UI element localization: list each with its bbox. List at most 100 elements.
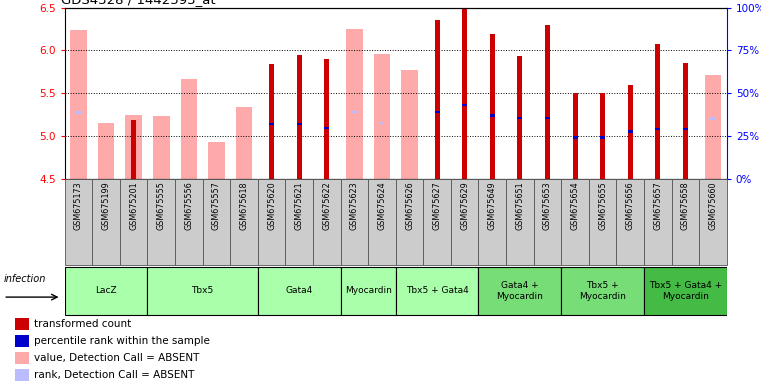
Bar [572,136,578,139]
Bar [705,75,721,179]
Bar [236,107,252,179]
Bar [506,179,533,265]
Bar [15,318,29,330]
Bar [258,267,341,315]
Text: Gata4: Gata4 [285,286,313,295]
Bar [341,179,368,265]
Bar [683,128,688,130]
Bar [655,45,661,179]
Bar [76,111,81,114]
Text: GSM675626: GSM675626 [405,181,414,230]
Bar [561,267,644,315]
Bar [269,122,274,125]
Text: GSM675173: GSM675173 [74,181,83,230]
Text: GSM675649: GSM675649 [488,181,497,230]
Bar [616,179,644,265]
Bar [313,179,340,265]
Bar [153,116,170,179]
Bar [435,20,440,179]
Bar [97,123,114,179]
Bar [380,122,384,124]
Bar [572,93,578,179]
Text: GSM675627: GSM675627 [432,181,441,230]
Bar [15,369,29,381]
Bar [148,179,175,265]
Bar [671,179,699,265]
Text: GSM675557: GSM675557 [212,181,221,230]
Bar [202,179,230,265]
Bar [120,179,148,265]
Bar [533,179,561,265]
Text: GSM675621: GSM675621 [295,181,304,230]
Bar [258,179,285,265]
Bar [600,136,605,139]
Bar [462,9,467,179]
Bar [628,84,632,179]
Bar [711,118,715,120]
Bar [297,122,301,125]
Bar [561,179,589,265]
Bar [683,63,688,179]
Bar [644,267,727,315]
Bar [65,267,148,315]
Bar [423,179,451,265]
Text: GSM675656: GSM675656 [626,181,635,230]
Text: Tbx5 + Gata4 +
Myocardin: Tbx5 + Gata4 + Myocardin [649,281,722,301]
Text: GSM675655: GSM675655 [598,181,607,230]
Text: Tbx5 +
Myocardin: Tbx5 + Myocardin [579,281,626,301]
Bar [401,70,418,179]
Bar [209,142,224,179]
Text: GSM675651: GSM675651 [515,181,524,230]
Text: GSM675654: GSM675654 [571,181,580,230]
Text: GSM675199: GSM675199 [101,181,110,230]
Bar [589,179,616,265]
Text: GSM675629: GSM675629 [460,181,470,230]
Bar [126,115,142,179]
Bar [65,179,92,265]
Bar [644,179,671,265]
Bar [490,34,495,179]
Bar [462,104,467,106]
Text: Tbx5 + Gata4: Tbx5 + Gata4 [406,286,469,295]
Text: infection: infection [3,275,46,285]
Bar [346,29,362,179]
Bar [655,128,661,130]
Bar [517,117,522,119]
Bar [297,55,301,179]
Bar [628,130,632,133]
Bar [396,179,423,265]
Text: transformed count: transformed count [34,319,132,329]
Bar [131,119,136,179]
Bar [92,179,120,265]
Bar [517,56,522,179]
Bar [269,64,274,179]
Bar [285,179,313,265]
Text: value, Detection Call = ABSENT: value, Detection Call = ABSENT [34,353,199,363]
Text: Gata4 +
Myocardin: Gata4 + Myocardin [496,281,543,301]
Text: rank, Detection Call = ABSENT: rank, Detection Call = ABSENT [34,369,195,380]
Bar [352,111,357,113]
Bar [396,267,479,315]
Bar [479,179,506,265]
Text: GSM675624: GSM675624 [377,181,387,230]
Bar [479,267,561,315]
Bar [15,335,29,347]
Text: GSM675555: GSM675555 [157,181,166,230]
Text: Myocardin: Myocardin [345,286,392,295]
Bar [368,179,396,265]
Text: GSM675623: GSM675623 [350,181,359,230]
Bar [545,25,550,179]
Text: GSM675556: GSM675556 [184,181,193,230]
Text: GSM675622: GSM675622 [322,181,331,230]
Text: GSM675660: GSM675660 [708,181,718,230]
Bar [341,267,396,315]
Bar [490,114,495,117]
Bar [15,352,29,364]
Text: GSM675658: GSM675658 [681,181,690,230]
Bar [324,127,330,129]
Text: percentile rank within the sample: percentile rank within the sample [34,336,210,346]
Text: GSM675201: GSM675201 [129,181,139,230]
Bar [600,93,605,179]
Text: GSM675657: GSM675657 [653,181,662,230]
Text: GSM675620: GSM675620 [267,181,276,230]
